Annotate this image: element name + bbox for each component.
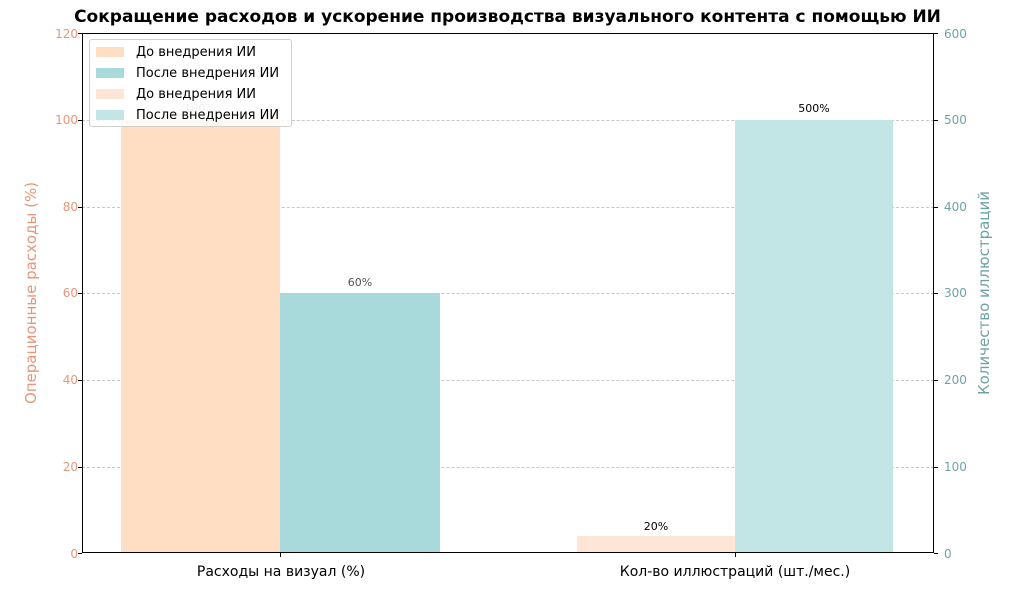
bar-label-illustrations-before: 20% xyxy=(643,520,669,533)
bar-label-illustrations-after: 500% xyxy=(798,102,830,115)
left-tick: 60 xyxy=(62,286,78,300)
left-tick: 80 xyxy=(62,200,78,214)
right-tick: 300 xyxy=(944,286,967,300)
bar-cost-after xyxy=(280,293,440,553)
legend-swatch xyxy=(96,68,124,78)
bar-illustrations-before xyxy=(577,536,735,553)
right-tick: 500 xyxy=(944,113,967,127)
legend-swatch xyxy=(96,47,124,57)
left-tick: 0 xyxy=(70,547,78,561)
left-tick: 100 xyxy=(55,113,78,127)
legend-label: До внедрения ИИ xyxy=(136,44,256,60)
x-tick-costs: Расходы на визуал (%) xyxy=(196,564,366,580)
bar-cost-before xyxy=(121,120,280,553)
plot-area xyxy=(82,33,934,553)
x-tick-illustrations: Кол-во иллюстраций (шт./мес.) xyxy=(619,564,851,580)
left-tick: 20 xyxy=(62,460,78,474)
left-tick: 40 xyxy=(62,373,78,387)
gridline xyxy=(82,120,934,121)
gridline xyxy=(82,293,934,294)
chart-title: Сокращение расходов и ускорение производ… xyxy=(74,7,941,27)
right-tick: 600 xyxy=(944,27,967,41)
legend-swatch xyxy=(96,110,124,120)
legend: До внедрения ИИ После внедрения ИИ До вн… xyxy=(89,39,292,127)
bar-illustrations-after xyxy=(735,120,893,553)
legend-label: После внедрения ИИ xyxy=(136,107,280,123)
legend-item: После внедрения ИИ xyxy=(96,63,279,83)
legend-item: До внедрения ИИ xyxy=(96,84,256,104)
left-tick: 120 xyxy=(55,27,78,41)
gridline xyxy=(82,467,934,468)
legend-swatch xyxy=(96,89,124,99)
right-tick: 400 xyxy=(944,200,967,214)
right-tick: 100 xyxy=(944,460,967,474)
legend-label: До внедрения ИИ xyxy=(136,86,256,102)
right-tick: 200 xyxy=(944,373,967,387)
left-axis-label: Операционные расходы (%) xyxy=(22,181,40,405)
right-axis-label: Количество иллюстраций xyxy=(975,191,993,395)
legend-label: После внедрения ИИ xyxy=(136,65,280,81)
legend-item: До внедрения ИИ xyxy=(96,42,256,62)
right-tick: 0 xyxy=(944,547,952,561)
gridline xyxy=(82,207,934,208)
gridline xyxy=(82,380,934,381)
bar-label-cost-after: 60% xyxy=(347,276,373,289)
legend-item: После внедрения ИИ xyxy=(96,105,279,125)
